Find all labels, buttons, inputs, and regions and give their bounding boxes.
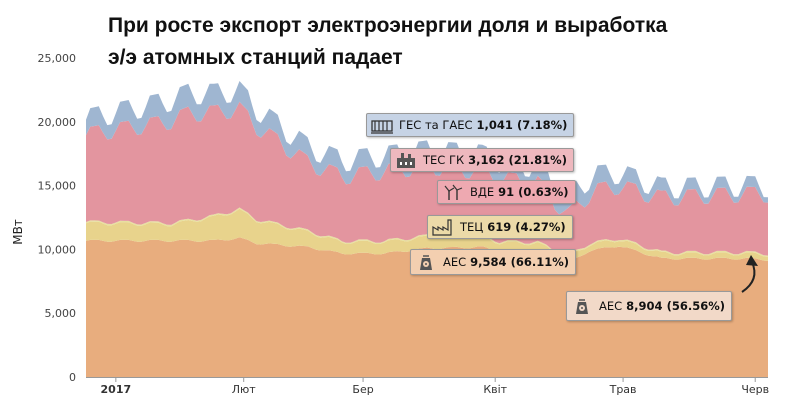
x-tick-label: Бер bbox=[352, 383, 373, 396]
area-series-group bbox=[86, 81, 768, 377]
hydro-plant-icon bbox=[371, 116, 393, 134]
tooltip-percent: (66.11%) bbox=[510, 255, 569, 269]
tooltip-label: ТЕЦ bbox=[460, 220, 484, 234]
y-axis-label: МВт bbox=[11, 219, 25, 245]
tooltip-value: 91 bbox=[498, 185, 515, 199]
tooltip-label: ГЕС та ГАЕС bbox=[399, 118, 473, 132]
tooltip-label: АЕС bbox=[599, 299, 623, 313]
tooltip-percent: (21.81%) bbox=[508, 153, 567, 167]
x-tick-label: Квіт bbox=[483, 383, 507, 396]
x-tick-label: 2017 bbox=[101, 383, 132, 396]
nuclear-plant-icon bbox=[415, 253, 437, 271]
chp-plant-icon bbox=[432, 218, 454, 236]
page-title: При росте экспорт электроэнергии доля и … bbox=[108, 14, 668, 69]
y-tick-label: 15,000 bbox=[38, 180, 77, 193]
tooltip-value: 1,041 bbox=[476, 118, 513, 132]
tooltip-value: 3,162 bbox=[468, 153, 505, 167]
y-axis: 0 5,000 10,000 15,000 20,000 25,000 bbox=[38, 52, 77, 384]
tooltip-label: АЕС bbox=[443, 255, 467, 269]
tooltip-value: 619 bbox=[487, 220, 512, 234]
tooltip-percent: (56.56%) bbox=[666, 299, 725, 313]
x-axis: 2017 Лют Бер Квіт Трав Черв bbox=[86, 377, 769, 396]
x-tick-label: Черв bbox=[741, 383, 769, 396]
tooltip-vde: ВДЕ 91 (0.63%) bbox=[437, 180, 576, 204]
y-tick-label: 10,000 bbox=[38, 243, 77, 256]
y-tick-label: 5,000 bbox=[45, 307, 77, 320]
tooltip-percent: (0.63%) bbox=[518, 185, 569, 199]
tooltip-percent: (4.27%) bbox=[515, 220, 566, 234]
x-tick-label: Лют bbox=[232, 383, 257, 396]
tooltip-ges: ГЕС та ГАЕС 1,041 (7.18%) bbox=[366, 113, 575, 137]
y-tick-label: 20,000 bbox=[38, 116, 77, 129]
nuclear-plant-icon bbox=[571, 297, 593, 315]
tooltip-label: ВДЕ bbox=[470, 185, 495, 199]
tooltip-value: 9,584 bbox=[470, 255, 507, 269]
tooltip-aes: АЕС 9,584 (66.11%) bbox=[410, 249, 576, 275]
tooltip-percent: (7.18%) bbox=[516, 118, 568, 132]
wind-turbine-icon bbox=[442, 183, 464, 201]
thermal-plant-icon bbox=[395, 151, 417, 169]
tooltip-value: 8,904 bbox=[626, 299, 663, 313]
y-tick-label: 0 bbox=[69, 371, 76, 384]
tooltip-aes-current: АЕС 8,904 (56.56%) bbox=[566, 291, 732, 321]
tooltip-tes: ТЕС ГК 3,162 (21.81%) bbox=[390, 148, 574, 172]
area-ges bbox=[86, 81, 768, 215]
y-tick-label: 25,000 bbox=[38, 52, 77, 65]
area-aes bbox=[86, 237, 768, 377]
annotation-arrowhead bbox=[746, 255, 758, 266]
tooltip-label: ТЕС ГК bbox=[423, 153, 465, 167]
area-tes bbox=[86, 101, 768, 256]
tooltip-tec: ТЕЦ 619 (4.27%) bbox=[427, 215, 573, 239]
x-tick-label: Трав bbox=[609, 383, 637, 396]
